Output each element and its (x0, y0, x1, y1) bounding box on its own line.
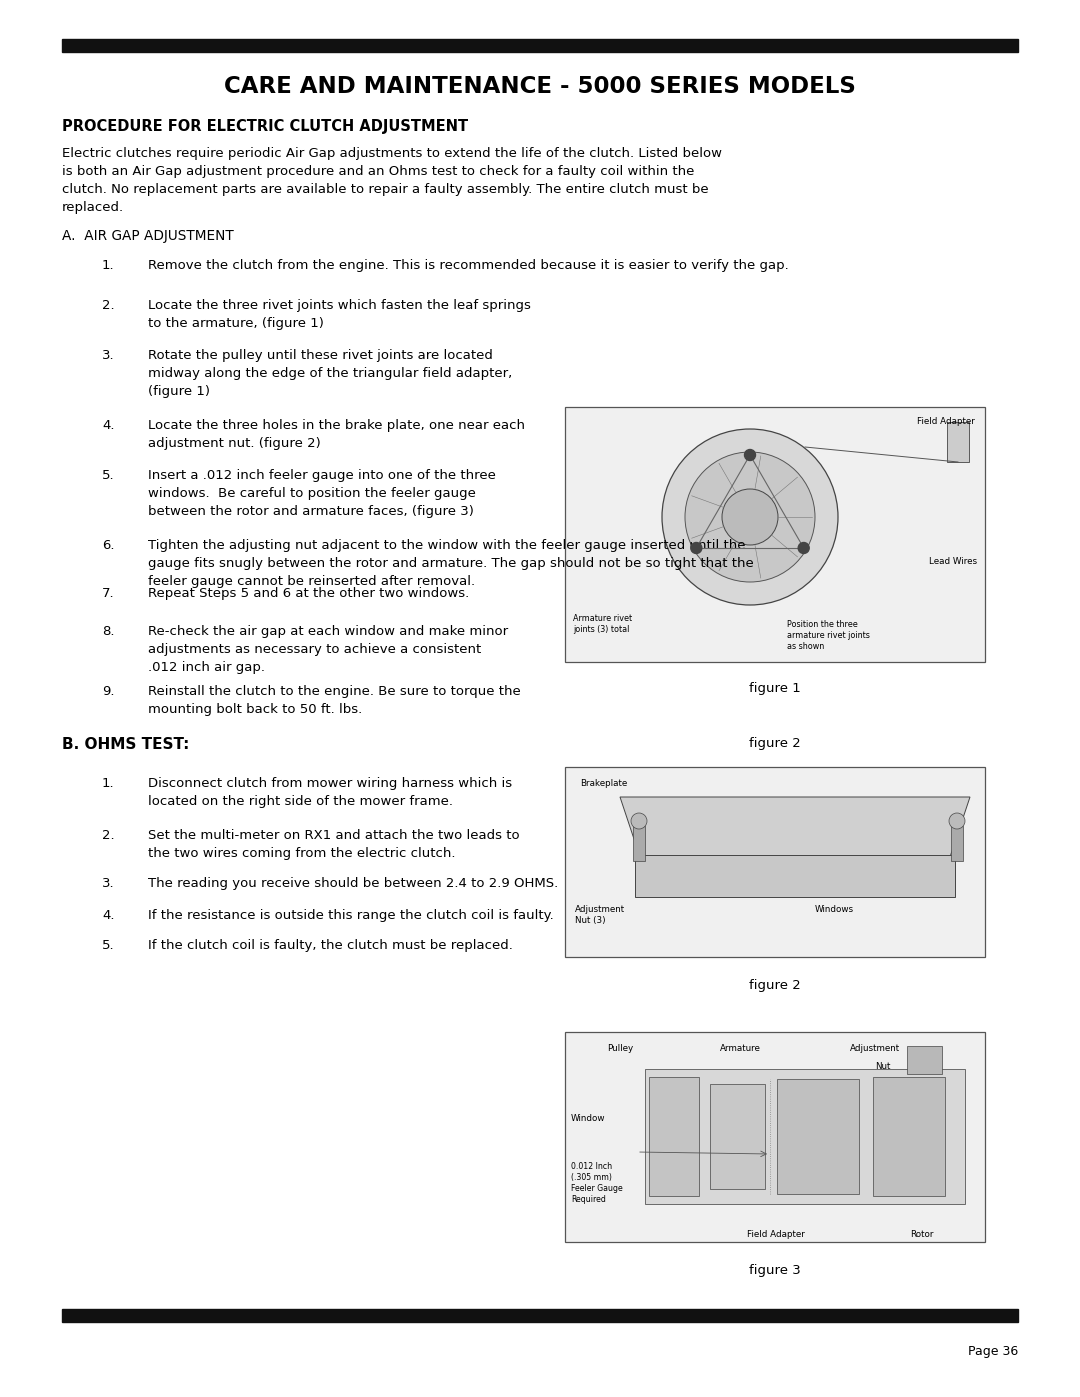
Text: Rotor: Rotor (910, 1229, 933, 1239)
Text: Lead Wires: Lead Wires (929, 557, 977, 566)
Text: Armature rivet
joints (3) total: Armature rivet joints (3) total (573, 615, 632, 634)
Bar (565, 1032, 985, 1242)
Text: If the resistance is outside this range the clutch coil is faulty.: If the resistance is outside this range … (148, 909, 554, 922)
Circle shape (662, 429, 838, 605)
Text: Rotate the pulley until these rivet joints are located
midway along the edge of : Rotate the pulley until these rivet join… (148, 349, 512, 398)
Text: 2.: 2. (102, 299, 114, 312)
Text: 1.: 1. (102, 777, 114, 789)
Text: Insert a .012 inch feeler gauge into one of the three
windows.  Be careful to po: Insert a .012 inch feeler gauge into one… (148, 469, 496, 518)
Bar (907, 1046, 942, 1074)
Bar (62, 1309, 1018, 1322)
Text: Page 36: Page 36 (968, 1345, 1018, 1358)
Circle shape (691, 542, 702, 553)
Text: 8.: 8. (102, 624, 114, 638)
Text: Remove the clutch from the engine. This is recommended because it is easier to v: Remove the clutch from the engine. This … (148, 258, 788, 272)
Text: Tighten the adjusting nut adjacent to the window with the feeler gauge inserted : Tighten the adjusting nut adjacent to th… (148, 539, 754, 588)
Text: Electric clutches require periodic Air Gap adjustments to extend the life of the: Electric clutches require periodic Air G… (62, 147, 723, 214)
Bar (565, 767, 985, 957)
Bar (947, 422, 969, 462)
Polygon shape (620, 798, 970, 856)
Text: Reinstall the clutch to the engine. Be sure to torque the
mounting bolt back to : Reinstall the clutch to the engine. Be s… (148, 685, 521, 717)
Text: 3.: 3. (102, 349, 114, 362)
Text: 4.: 4. (102, 419, 114, 432)
Text: Locate the three holes in the brake plate, one near each
adjustment nut. (figure: Locate the three holes in the brake plat… (148, 419, 525, 450)
Text: Brakeplate: Brakeplate (580, 780, 627, 788)
Text: 7.: 7. (102, 587, 114, 599)
Text: 1.: 1. (102, 258, 114, 272)
Circle shape (949, 813, 966, 828)
Text: PROCEDURE FOR ELECTRIC CLUTCH ADJUSTMENT: PROCEDURE FOR ELECTRIC CLUTCH ADJUSTMENT (62, 119, 468, 134)
Bar (62, 39, 1018, 52)
Text: figure 1: figure 1 (750, 682, 801, 694)
Text: Locate the three rivet joints which fasten the leaf springs
to the armature, (fi: Locate the three rivet joints which fast… (148, 299, 531, 330)
Text: CARE AND MAINTENANCE - 5000 SERIES MODELS: CARE AND MAINTENANCE - 5000 SERIES MODEL… (224, 75, 856, 98)
Text: 5.: 5. (102, 939, 114, 951)
Text: The reading you receive should be between 2.4 to 2.9 OHMS.: The reading you receive should be betwee… (148, 877, 558, 890)
Text: Window: Window (571, 1113, 606, 1123)
Text: Adjustment
Nut (3): Adjustment Nut (3) (575, 905, 625, 925)
Bar (710, 1084, 765, 1189)
Text: Disconnect clutch from mower wiring harness which is
located on the right side o: Disconnect clutch from mower wiring harn… (148, 777, 512, 807)
Text: Adjustment: Adjustment (850, 1044, 900, 1053)
Bar (565, 407, 985, 662)
Circle shape (685, 453, 815, 583)
Text: Pulley: Pulley (607, 1044, 633, 1053)
Text: figure 3: figure 3 (750, 1264, 801, 1277)
Bar (645, 1069, 966, 1204)
Text: Set the multi-meter on RX1 and attach the two leads to
the two wires coming from: Set the multi-meter on RX1 and attach th… (148, 828, 519, 861)
Text: Position the three
armature rivet joints
as shown: Position the three armature rivet joints… (787, 620, 869, 651)
Text: 0.012 Inch
(.305 mm)
Feeler Gauge
Required: 0.012 Inch (.305 mm) Feeler Gauge Requir… (571, 1162, 623, 1204)
Bar (873, 1077, 945, 1196)
Circle shape (631, 813, 647, 828)
Text: 6.: 6. (102, 539, 114, 552)
Text: If the clutch coil is faulty, the clutch must be replaced.: If the clutch coil is faulty, the clutch… (148, 939, 513, 951)
Text: Field Adapter: Field Adapter (747, 1229, 805, 1239)
Text: 4.: 4. (102, 909, 114, 922)
Text: A.  AIR GAP ADJUSTMENT: A. AIR GAP ADJUSTMENT (62, 229, 233, 243)
Text: figure 2: figure 2 (750, 738, 801, 750)
Text: Re-check the air gap at each window and make minor
adjustments as necessary to a: Re-check the air gap at each window and … (148, 624, 508, 673)
Text: Field Adapter: Field Adapter (917, 416, 975, 426)
Text: figure 2: figure 2 (750, 979, 801, 992)
Text: Nut: Nut (875, 1062, 890, 1071)
Text: Armature: Armature (720, 1044, 761, 1053)
Text: 9.: 9. (102, 685, 114, 698)
Text: 5.: 5. (102, 469, 114, 482)
Bar (635, 855, 955, 897)
Text: B. OHMS TEST:: B. OHMS TEST: (62, 738, 189, 752)
Circle shape (744, 450, 756, 461)
Bar (649, 1077, 699, 1196)
Text: 2.: 2. (102, 828, 114, 842)
Bar (633, 826, 645, 861)
Text: Repeat Steps 5 and 6 at the other two windows.: Repeat Steps 5 and 6 at the other two wi… (148, 587, 469, 599)
Bar (951, 826, 963, 861)
Text: 3.: 3. (102, 877, 114, 890)
Bar (777, 1078, 859, 1194)
Circle shape (723, 489, 778, 545)
Circle shape (798, 542, 809, 553)
Text: Windows: Windows (815, 905, 854, 914)
